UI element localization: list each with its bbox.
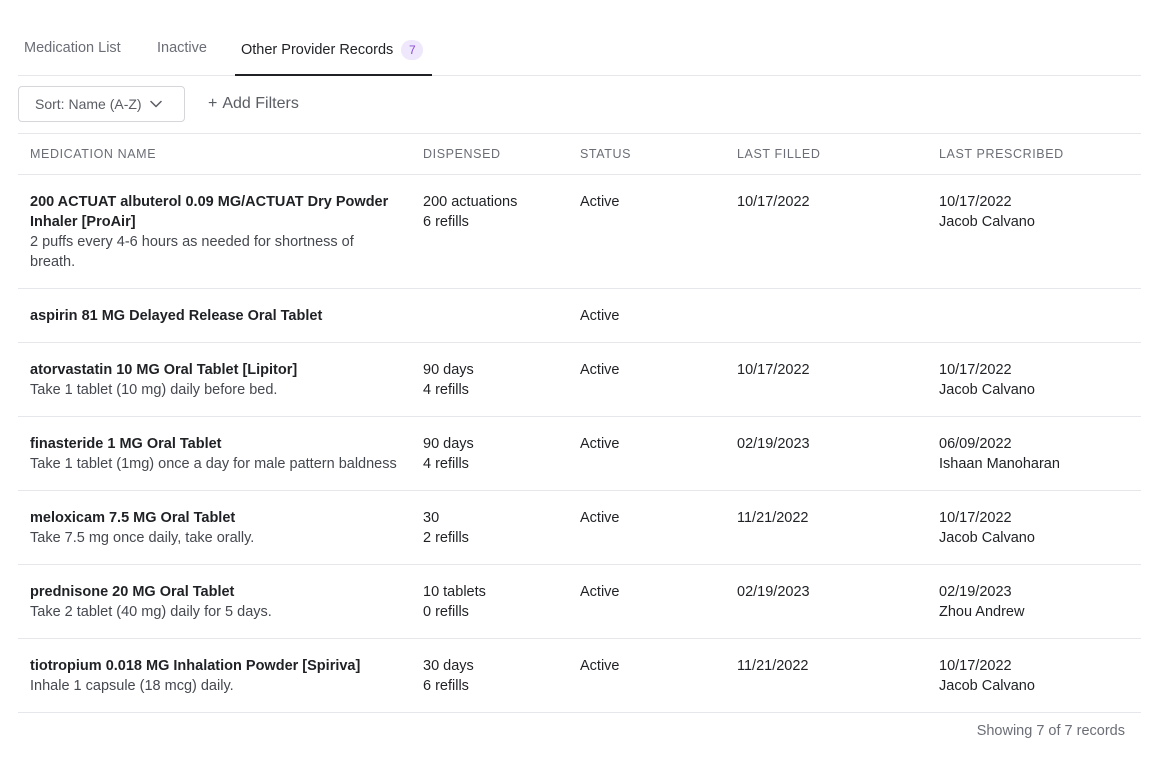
medication-instructions: 2 puffs every 4-6 hours as needed for sh… [30, 234, 354, 270]
tab-label: Medication List [24, 40, 121, 56]
status-text: Active [580, 308, 620, 324]
prescriber-name: Jacob Calvano [939, 214, 1035, 230]
status-text: Active [580, 194, 620, 210]
medication-name: 200 ACTUAT albuterol 0.09 MG/ACTUAT Dry … [30, 194, 389, 230]
plus-icon: + [208, 95, 218, 112]
dispensed-amount: 90 days [423, 436, 474, 452]
medication-name: prednisone 20 MG Oral Tablet [30, 584, 235, 600]
dispensed-amount: 30 [423, 510, 440, 526]
medication-name: atorvastatin 10 MG Oral Tablet [Lipitor] [30, 362, 298, 378]
status-text: Active [580, 658, 620, 674]
status-text: Active [580, 584, 620, 600]
prescriber-name: Zhou Andrew [939, 604, 1025, 620]
table-row[interactable]: meloxicam 7.5 MG Oral Tablet Take 7.5 mg … [18, 490, 1141, 565]
tab-label: Other Provider Records [241, 42, 394, 58]
refills: 4 refills [423, 456, 469, 472]
medication-instructions: Inhale 1 capsule (18 mcg) daily. [30, 678, 234, 694]
last-filled-date: 02/19/2023 [737, 584, 810, 600]
tab-label: Inactive [157, 40, 207, 56]
record-count-badge: 7 [401, 40, 424, 60]
refills: 2 refills [423, 530, 469, 546]
prescriber-name: Jacob Calvano [939, 530, 1035, 546]
last-prescribed-date: 10/17/2022 [939, 194, 1012, 210]
last-prescribed-date: 10/17/2022 [939, 510, 1012, 526]
status-text: Active [580, 362, 620, 378]
tab-inactive[interactable]: Inactive [157, 40, 207, 56]
tab-other-provider-records[interactable]: Other Provider Records 7 [241, 40, 424, 60]
table-row[interactable]: tiotropium 0.018 MG Inhalation Powder [S… [18, 638, 1141, 713]
table-header-row: MEDICATION NAME DISPENSED STATUS LAST FI… [18, 134, 1141, 175]
prescriber-name: Jacob Calvano [939, 382, 1035, 398]
table-row[interactable]: 200 ACTUAT albuterol 0.09 MG/ACTUAT Dry … [18, 174, 1141, 289]
refills: 6 refills [423, 214, 469, 230]
last-filled-date: 11/21/2022 [737, 658, 809, 674]
status-text: Active [580, 510, 620, 526]
last-filled-date: 11/21/2022 [737, 510, 809, 526]
tab-medication-list[interactable]: Medication List [24, 40, 121, 56]
last-filled-date: 10/17/2022 [737, 194, 810, 210]
chevron-down-icon [149, 100, 162, 108]
last-prescribed-date: 10/17/2022 [939, 362, 1012, 378]
last-filled-date: 02/19/2023 [737, 436, 810, 452]
add-filters-button[interactable]: + Add Filters [208, 95, 299, 113]
column-header-status[interactable]: STATUS [568, 134, 725, 175]
last-prescribed-date: 06/09/2022 [939, 436, 1012, 452]
dispensed-amount: 90 days [423, 362, 474, 378]
medication-instructions: Take 7.5 mg once daily, take orally. [30, 530, 255, 546]
records-summary: Showing 7 of 7 records [976, 723, 1125, 739]
refills: 0 refills [423, 604, 469, 620]
last-filled-date: 10/17/2022 [737, 362, 810, 378]
column-header-medication-name[interactable]: MEDICATION NAME [18, 134, 411, 175]
dispensed-amount: 200 actuations [423, 194, 518, 210]
dispensed-amount: 10 tablets [423, 584, 486, 600]
column-header-dispensed[interactable]: DISPENSED [411, 134, 568, 175]
refills: 6 refills [423, 678, 469, 694]
medication-instructions: Take 1 tablet (1mg) once a day for male … [30, 456, 397, 472]
table-row[interactable]: atorvastatin 10 MG Oral Tablet [Lipitor]… [18, 342, 1141, 417]
table-row[interactable]: finasteride 1 MG Oral Tablet Take 1 table… [18, 416, 1141, 491]
last-prescribed-date: 10/17/2022 [939, 658, 1012, 674]
last-prescribed-date: 02/19/2023 [939, 584, 1012, 600]
toolbar: Sort: Name (A-Z) + Add Filters [18, 76, 1141, 134]
dispensed-amount: 30 days [423, 658, 474, 674]
table-row[interactable]: prednisone 20 MG Oral Tablet Take 2 table… [18, 564, 1141, 639]
medication-name: tiotropium 0.018 MG Inhalation Powder [S… [30, 658, 361, 674]
medication-name: aspirin 81 MG Delayed Release Oral Table… [30, 308, 323, 324]
medications-table: MEDICATION NAME DISPENSED STATUS LAST FI… [18, 134, 1141, 713]
tab-bar: Medication List Inactive Other Provider … [18, 0, 1141, 76]
sort-dropdown[interactable]: Sort: Name (A-Z) [18, 86, 185, 122]
active-tab-indicator [235, 74, 432, 76]
column-header-last-filled[interactable]: LAST FILLED [725, 134, 927, 175]
status-text: Active [580, 436, 620, 452]
table-row[interactable]: aspirin 81 MG Delayed Release Oral Table… [18, 288, 1141, 343]
medications-panel: Medication List Inactive Other Provider … [18, 0, 1141, 739]
sort-label: Sort: Name (A-Z) [35, 96, 142, 112]
medication-instructions: Take 1 tablet (10 mg) daily before bed. [30, 382, 278, 398]
medication-name: finasteride 1 MG Oral Tablet [30, 436, 222, 452]
medication-instructions: Take 2 tablet (40 mg) daily for 5 days. [30, 604, 272, 620]
prescriber-name: Jacob Calvano [939, 678, 1035, 694]
add-filters-label: Add Filters [222, 95, 299, 112]
column-header-last-prescribed[interactable]: LAST PRESCRIBED [927, 134, 1141, 175]
prescriber-name: Ishaan Manoharan [939, 456, 1060, 472]
medication-name: meloxicam 7.5 MG Oral Tablet [30, 510, 236, 526]
refills: 4 refills [423, 382, 469, 398]
